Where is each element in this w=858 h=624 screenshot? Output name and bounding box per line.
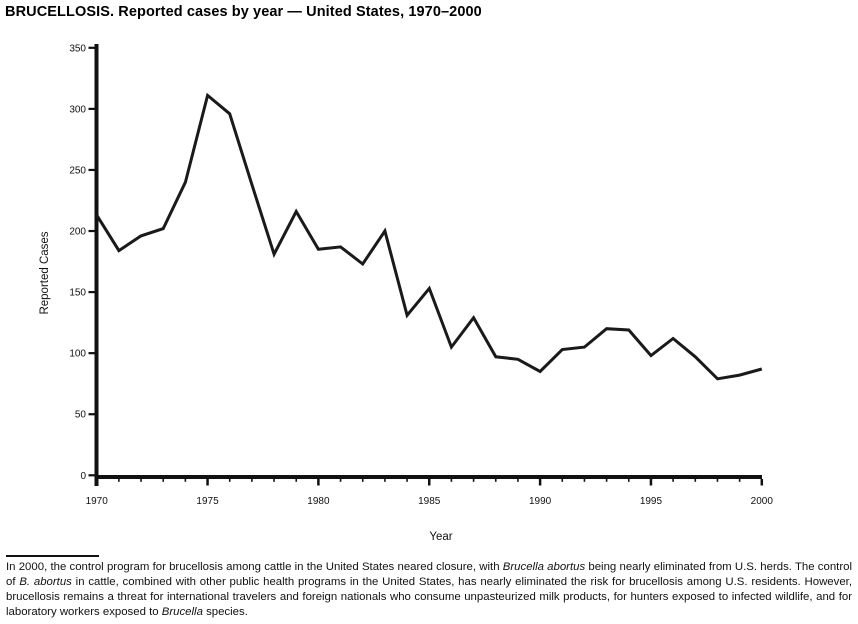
y-tick-label: 50 [75, 410, 87, 421]
x-tick-label: 1990 [529, 496, 552, 507]
x-tick-label: 2000 [751, 496, 774, 507]
footnote-segment: In 2000, the control program for brucell… [6, 561, 503, 573]
x-tick-label: 1985 [418, 496, 441, 507]
x-tick-label: 1995 [640, 496, 663, 507]
y-tick-label: 250 [69, 165, 86, 176]
y-tick-label: 300 [69, 104, 86, 115]
y-tick-label: 0 [80, 471, 86, 482]
page-title: BRUCELLOSIS. Reported cases by year — Un… [5, 4, 482, 20]
footnote-italic-term: B. abortus [19, 576, 72, 588]
footnote-rule [6, 555, 99, 557]
footnote-text: In 2000, the control program for brucell… [6, 560, 852, 620]
footnote-segment: species. [202, 606, 248, 618]
x-axis-title: Year [429, 531, 452, 543]
footnote-italic-term: Brucella abortus [502, 561, 586, 573]
x-tick-label: 1980 [307, 496, 330, 507]
data-line [95, 92, 763, 381]
footnote-segment: being nearly eliminated from U.S. herds.… [6, 561, 852, 588]
x-tick-label: 1970 [86, 496, 109, 507]
y-tick-label: 150 [69, 288, 86, 299]
y-axis-title: Reported Cases [39, 231, 51, 314]
y-tick-label: 350 [69, 43, 86, 54]
footnote-italic-term: Brucella [161, 606, 203, 618]
y-tick-label: 200 [69, 227, 86, 238]
y-tick-label: 100 [69, 349, 86, 360]
footnote-segment: in cattle, combined with other public he… [6, 576, 852, 618]
x-tick-label: 1975 [196, 496, 219, 507]
line-chart: 0 50 100 150 200 250 300 350 1970 1975 1980 1985 199… [39, 43, 774, 543]
